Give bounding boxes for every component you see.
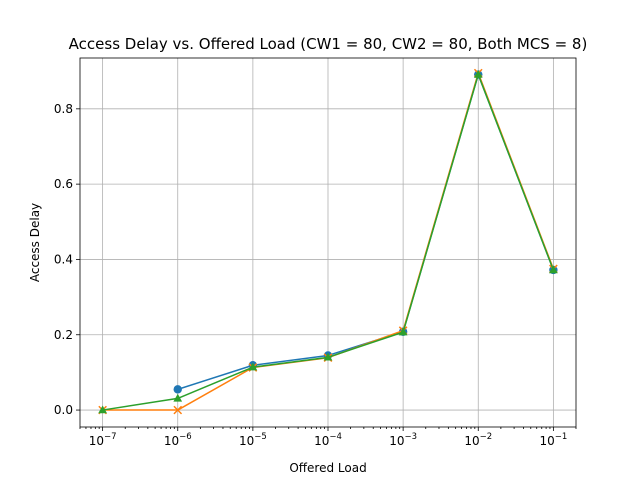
data-point [173, 393, 183, 402]
x-axis-label: Offered Load [289, 461, 366, 475]
y-tick-label: 0.6 [54, 177, 73, 191]
grid-lines [80, 58, 576, 427]
y-tick-label: 0.4 [54, 252, 73, 266]
data-point [173, 405, 183, 415]
data-point [473, 69, 483, 78]
x-tick-label: 10−2 [464, 432, 492, 448]
series-3 [98, 69, 558, 414]
data-point [549, 265, 558, 274]
data-point [323, 352, 333, 361]
data-point [98, 405, 107, 414]
series-layer [98, 68, 558, 415]
x-tick-label: 10−5 [239, 432, 267, 448]
y-tick-label: 0.0 [54, 403, 73, 417]
y-tick-label: 0.2 [54, 328, 73, 342]
x-tick-label: 10−3 [389, 432, 417, 448]
data-point [248, 362, 258, 371]
x-tick-label: 10−4 [314, 432, 342, 448]
x-tick-label: 10−7 [89, 432, 117, 448]
x-tick-label: 10−1 [539, 432, 567, 448]
x-tick-label: 10−6 [164, 432, 192, 448]
chart-title: Access Delay vs. Offered Load (CW1 = 80,… [69, 35, 588, 53]
y-axis-label: Access Delay [28, 203, 42, 282]
data-point [173, 385, 182, 394]
data-point [398, 327, 408, 336]
y-tick-label: 0.8 [54, 102, 73, 116]
axis-ticks: 10−7 10−6 10−5 10−4 10−3 10−2 10−1 0.0 0.2 0.4 0.6… [54, 102, 577, 448]
